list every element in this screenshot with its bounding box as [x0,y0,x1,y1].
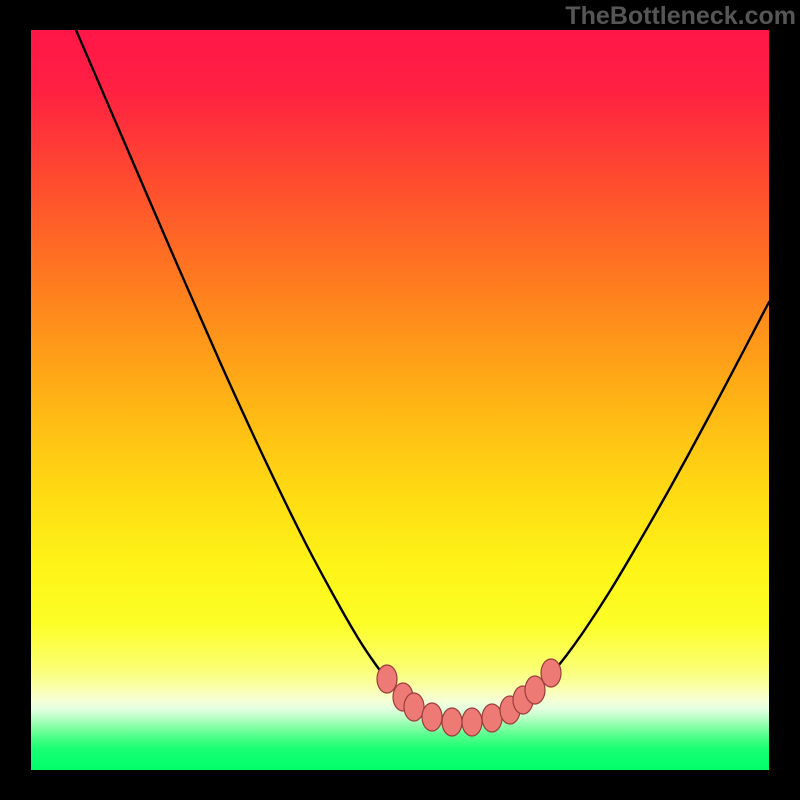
curve-marker [404,693,424,721]
curve-marker [482,704,502,732]
frame-border [769,0,800,800]
curve-markers [377,659,561,736]
chart-svg [0,0,800,800]
watermark-text: TheBottleneck.com [560,2,796,31]
curve-marker [442,708,462,736]
frame-border [0,0,31,800]
bottleneck-curve [76,30,769,723]
frame-border [0,770,800,800]
curve-marker [422,703,442,731]
curve-marker [462,708,482,736]
curve-marker [541,659,561,687]
curve-marker [377,665,397,693]
